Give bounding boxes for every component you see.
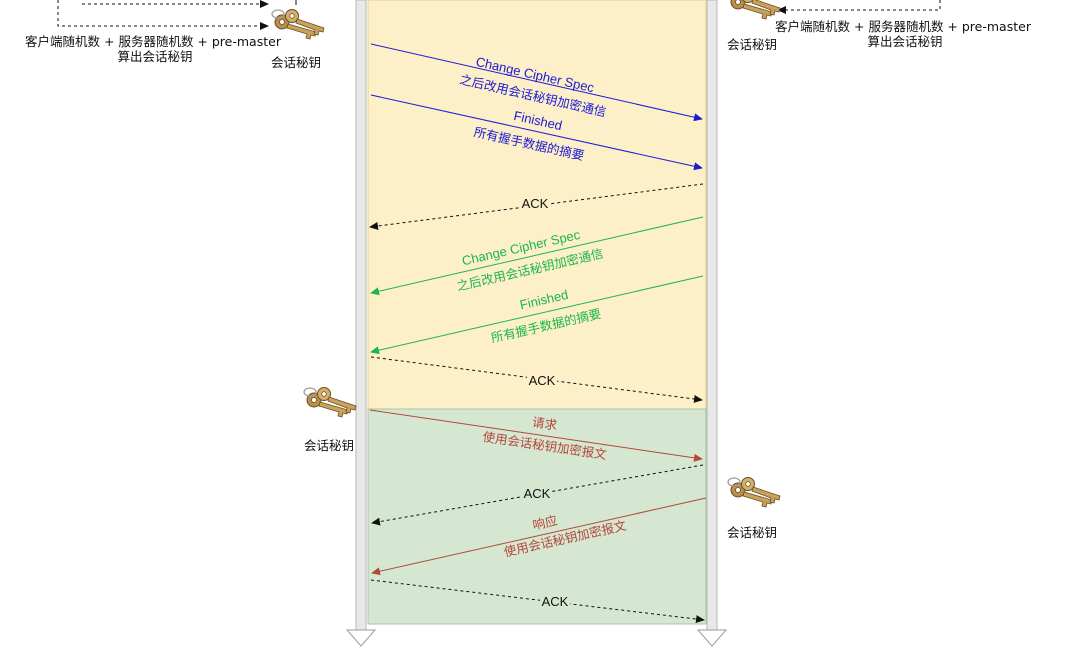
server-key-icon-bottom: [727, 476, 781, 508]
request-title: 请求: [531, 414, 558, 433]
server-change-cipher-spec-arrow: [370, 216, 704, 296]
client-derivation-dotted-connector: [57, 0, 269, 30]
ack-2-arrow: [370, 356, 703, 403]
server-derivation-dotted-connector: [777, 0, 941, 14]
server-key-icon-top: [727, 0, 781, 20]
ack-1-arrow: [369, 183, 704, 230]
ack-4-arrow: [370, 579, 705, 624]
ack-2-label: ACK: [529, 373, 556, 388]
client-change-cipher-spec-arrow: [370, 43, 703, 122]
client-key-derivation: 客户端随机数 + 服务器随机数 + pre-master 算出会话秘钥 会话秘钥: [25, 0, 325, 70]
ack-3-label: ACK: [524, 486, 551, 501]
client-derivation-line1: 客户端随机数 + 服务器随机数 + pre-master: [25, 34, 282, 49]
ack-4-label: ACK: [542, 594, 569, 609]
response-arrow: [371, 497, 707, 576]
server-derivation-line2: 算出会话秘钥: [867, 34, 942, 49]
request-arrow: [369, 409, 703, 462]
server-session-key-label-bottom: 会话秘钥: [727, 525, 777, 540]
phase-encrypted-data-background: [367, 408, 707, 625]
server-lifeline: [696, 0, 728, 647]
server-session-key-label-top: 会话秘钥: [727, 37, 777, 52]
client-session-key-label-top: 会话秘钥: [271, 55, 321, 70]
server-finished-arrow: [370, 275, 704, 355]
client-derivation-line2: 算出会话秘钥: [117, 49, 192, 64]
response-title: 响应: [531, 513, 559, 533]
server-key-derivation: 会话秘钥 客户端随机数 + 服务器随机数 + pre-master 算出会话秘钥: [727, 0, 1032, 52]
client-session-key-label-mid: 会话秘钥: [304, 438, 354, 453]
client-lifeline: [345, 0, 377, 647]
client-finished-arrow: [370, 94, 703, 171]
server-derivation-line1: 客户端随机数 + 服务器随机数 + pre-master: [775, 19, 1032, 34]
client-key-icon-mid: [303, 386, 357, 418]
ack-1-label: ACK: [522, 196, 549, 211]
